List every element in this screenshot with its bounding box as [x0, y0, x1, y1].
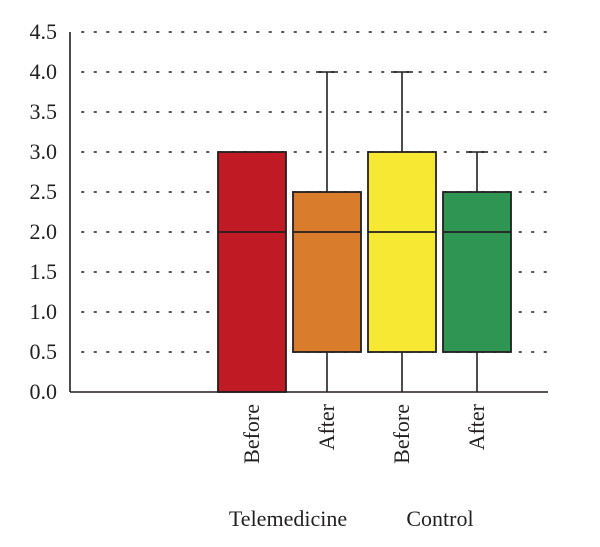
- category-label: After: [314, 403, 339, 450]
- box-telemedicine-before: [217, 151, 287, 393]
- y-tick-label: 0.0: [30, 379, 58, 404]
- boxes: [217, 71, 512, 393]
- y-tick-label: 3.0: [30, 139, 58, 164]
- category-label: After: [464, 403, 489, 450]
- y-tick-label: 3.5: [30, 99, 58, 124]
- y-tick-label: 2.0: [30, 219, 58, 244]
- category-label: Before: [239, 404, 264, 464]
- y-tick-label: 0.5: [30, 339, 58, 364]
- group-label: Telemedicine: [229, 506, 347, 531]
- box-body: [367, 151, 437, 353]
- box-telemedicine-after: [292, 71, 362, 392]
- category-labels: Before After Before After: [239, 403, 489, 464]
- box-control-after: [442, 151, 512, 392]
- box-body: [292, 191, 362, 353]
- box-body: [442, 191, 512, 353]
- y-axis-ticks: 0.0 0.5 1.0 1.5 2.0 2.5 3.0 3.5 4.0 4.5: [30, 19, 58, 404]
- y-tick-label: 2.5: [30, 179, 58, 204]
- box-control-before: [367, 71, 437, 392]
- y-tick-label: 4.5: [30, 19, 58, 44]
- group-labels: Telemedicine Control: [229, 506, 474, 531]
- y-tick-label: 1.0: [30, 299, 58, 324]
- group-label: Control: [406, 506, 473, 531]
- box-body: [217, 151, 287, 393]
- y-tick-label: 4.0: [30, 59, 58, 84]
- category-label: Before: [389, 404, 414, 464]
- y-tick-label: 1.5: [30, 259, 58, 284]
